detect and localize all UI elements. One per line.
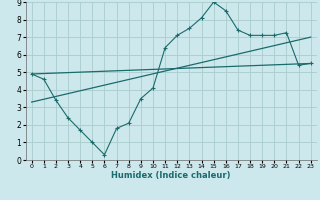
X-axis label: Humidex (Indice chaleur): Humidex (Indice chaleur): [111, 171, 231, 180]
